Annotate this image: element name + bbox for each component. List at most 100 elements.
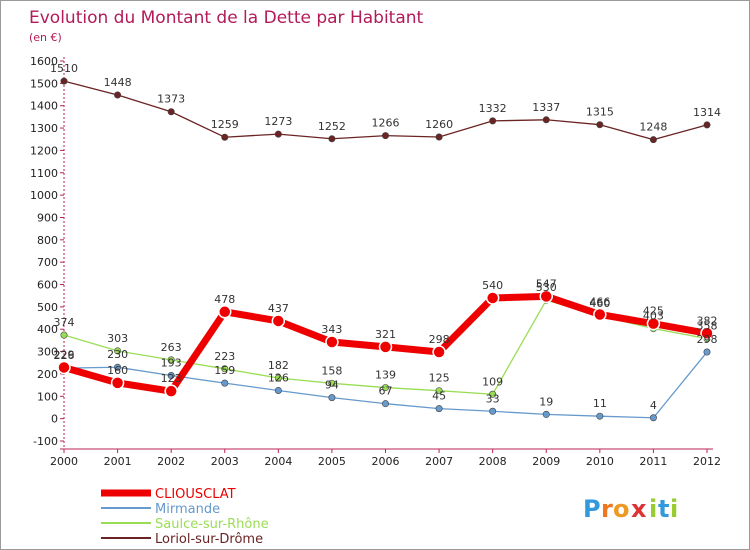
data-label-saulce-sur-rhone: 139 — [375, 369, 396, 382]
x-tick-label: 2009 — [532, 455, 560, 468]
data-point-loriol-sur-drome — [274, 130, 282, 138]
data-label-mirmande: 67 — [379, 385, 393, 398]
data-label-cliousclat: 123 — [161, 372, 182, 385]
legend-label: CLIOUSCLAT — [155, 487, 236, 502]
data-label-mirmande: 226 — [54, 349, 75, 362]
y-tick-label: 400 — [37, 323, 58, 336]
y-tick-label: 1300 — [30, 122, 58, 135]
data-label-loriol-sur-drome: 1373 — [157, 93, 185, 106]
data-label-saulce-sur-rhone: 460 — [589, 297, 610, 310]
data-label-saulce-sur-rhone: 223 — [214, 350, 235, 363]
data-label-cliousclat: 321 — [375, 328, 396, 341]
logo-letter: P — [583, 495, 601, 523]
x-tick-label: 2012 — [693, 455, 721, 468]
data-point-loriol-sur-drome — [221, 133, 229, 141]
data-point-mirmande — [381, 400, 389, 408]
data-label-cliousclat: 229 — [54, 348, 75, 361]
data-label-loriol-sur-drome: 1248 — [639, 121, 667, 134]
data-labels: 1510 1448 1373 1259 1273 1252 1266 1260 1332 1337… — [50, 62, 721, 412]
y-tick-label: 700 — [37, 256, 58, 269]
data-point-mirmande — [114, 363, 122, 371]
x-tick-label: 2006 — [372, 455, 400, 468]
legend-label: Loriol-sur-Drôme — [155, 532, 263, 547]
data-point-cliousclat — [218, 305, 232, 319]
data-label-cliousclat: 382 — [697, 314, 718, 327]
data-label-cliousclat: 540 — [482, 279, 503, 292]
logo-letter: t — [658, 495, 669, 523]
data-label-mirmande: 230 — [107, 348, 128, 361]
data-point-mirmande — [274, 386, 282, 394]
data-point-loriol-sur-drome — [489, 117, 497, 125]
data-point-loriol-sur-drome — [649, 136, 657, 144]
data-label-mirmande: 94 — [325, 379, 339, 392]
data-label-mirmande: 19 — [539, 395, 553, 408]
y-tick-label: 1000 — [30, 189, 58, 202]
x-tick-label: 2010 — [586, 455, 614, 468]
y-tick-label: 500 — [37, 301, 58, 314]
y-tick-label: 100 — [37, 390, 58, 403]
data-label-loriol-sur-drome: 1510 — [50, 62, 78, 75]
data-label-loriol-sur-drome: 1260 — [425, 118, 453, 131]
data-label-cliousclat: 466 — [589, 295, 610, 308]
y-tick-label: 1100 — [30, 167, 58, 180]
series-lines — [57, 77, 714, 422]
data-point-mirmande — [221, 379, 229, 387]
data-label-saulce-sur-rhone: 125 — [429, 372, 450, 385]
data-point-cliousclat — [539, 289, 553, 304]
y-tick-label: 1600 — [30, 55, 58, 68]
y-tick-label: -100 — [33, 435, 58, 448]
data-label-saulce-sur-rhone: 403 — [643, 310, 664, 323]
data-point-loriol-sur-drome — [596, 121, 604, 129]
data-point-mirmande — [489, 407, 497, 415]
data-label-saulce-sur-rhone: 303 — [107, 332, 128, 345]
x-tick-label: 2002 — [157, 455, 185, 468]
x-tick-label: 2007 — [425, 455, 453, 468]
data-label-loriol-sur-drome: 1448 — [104, 76, 132, 89]
data-label-saulce-sur-rhone: 358 — [697, 320, 718, 333]
data-point-mirmande — [596, 412, 604, 420]
legend-label: Mirmande — [155, 502, 220, 517]
data-point-saulce-sur-rhone — [114, 347, 122, 355]
x-tick-label: 2011 — [639, 455, 667, 468]
data-label-saulce-sur-rhone: 263 — [161, 341, 182, 354]
data-point-cliousclat — [110, 376, 125, 390]
data-point-saulce-sur-rhone — [60, 331, 68, 339]
data-label-loriol-sur-drome: 1266 — [372, 117, 400, 130]
data-point-saulce-sur-rhone — [489, 390, 497, 398]
y-tick-label: 1500 — [30, 77, 58, 90]
data-point-cliousclat — [378, 340, 393, 354]
data-point-mirmande — [167, 372, 175, 380]
data-label-cliousclat: 343 — [321, 323, 342, 336]
data-point-saulce-sur-rhone — [328, 379, 336, 387]
y-tick-label: 600 — [37, 279, 58, 292]
data-point-cliousclat — [164, 384, 178, 398]
data-label-saulce-sur-rhone: 530 — [536, 281, 557, 294]
data-label-saulce-sur-rhone: 182 — [268, 359, 289, 372]
data-point-saulce-sur-rhone — [274, 374, 282, 382]
y-tick-label: 300 — [37, 346, 58, 359]
data-point-cliousclat — [271, 314, 286, 328]
data-point-mirmande — [649, 414, 657, 422]
data-label-mirmande: 33 — [486, 392, 500, 405]
x-tick-label: 2005 — [318, 455, 346, 468]
data-point-saulce-sur-rhone — [167, 356, 175, 364]
data-point-saulce-sur-rhone — [435, 387, 443, 395]
data-label-cliousclat: 478 — [214, 293, 235, 306]
data-label-cliousclat: 547 — [536, 277, 557, 290]
data-point-cliousclat — [646, 316, 661, 331]
x-tick-label: 2001 — [104, 455, 132, 468]
legend: CLIOUSCLATMirmandeSaulce-sur-RhôneLoriol… — [101, 487, 269, 547]
data-point-cliousclat — [700, 326, 714, 341]
data-point-mirmande — [703, 348, 711, 356]
data-label-cliousclat: 298 — [429, 333, 450, 346]
data-label-mirmande: 4 — [650, 399, 657, 412]
logo-letter: o — [613, 495, 630, 523]
data-point-mirmande — [435, 405, 443, 413]
data-label-saulce-sur-rhone: 158 — [321, 364, 342, 377]
data-label-mirmande: 126 — [268, 371, 289, 384]
data-label-cliousclat: 425 — [643, 305, 664, 318]
data-label-mirmande: 159 — [214, 364, 235, 377]
data-point-cliousclat — [485, 291, 500, 305]
